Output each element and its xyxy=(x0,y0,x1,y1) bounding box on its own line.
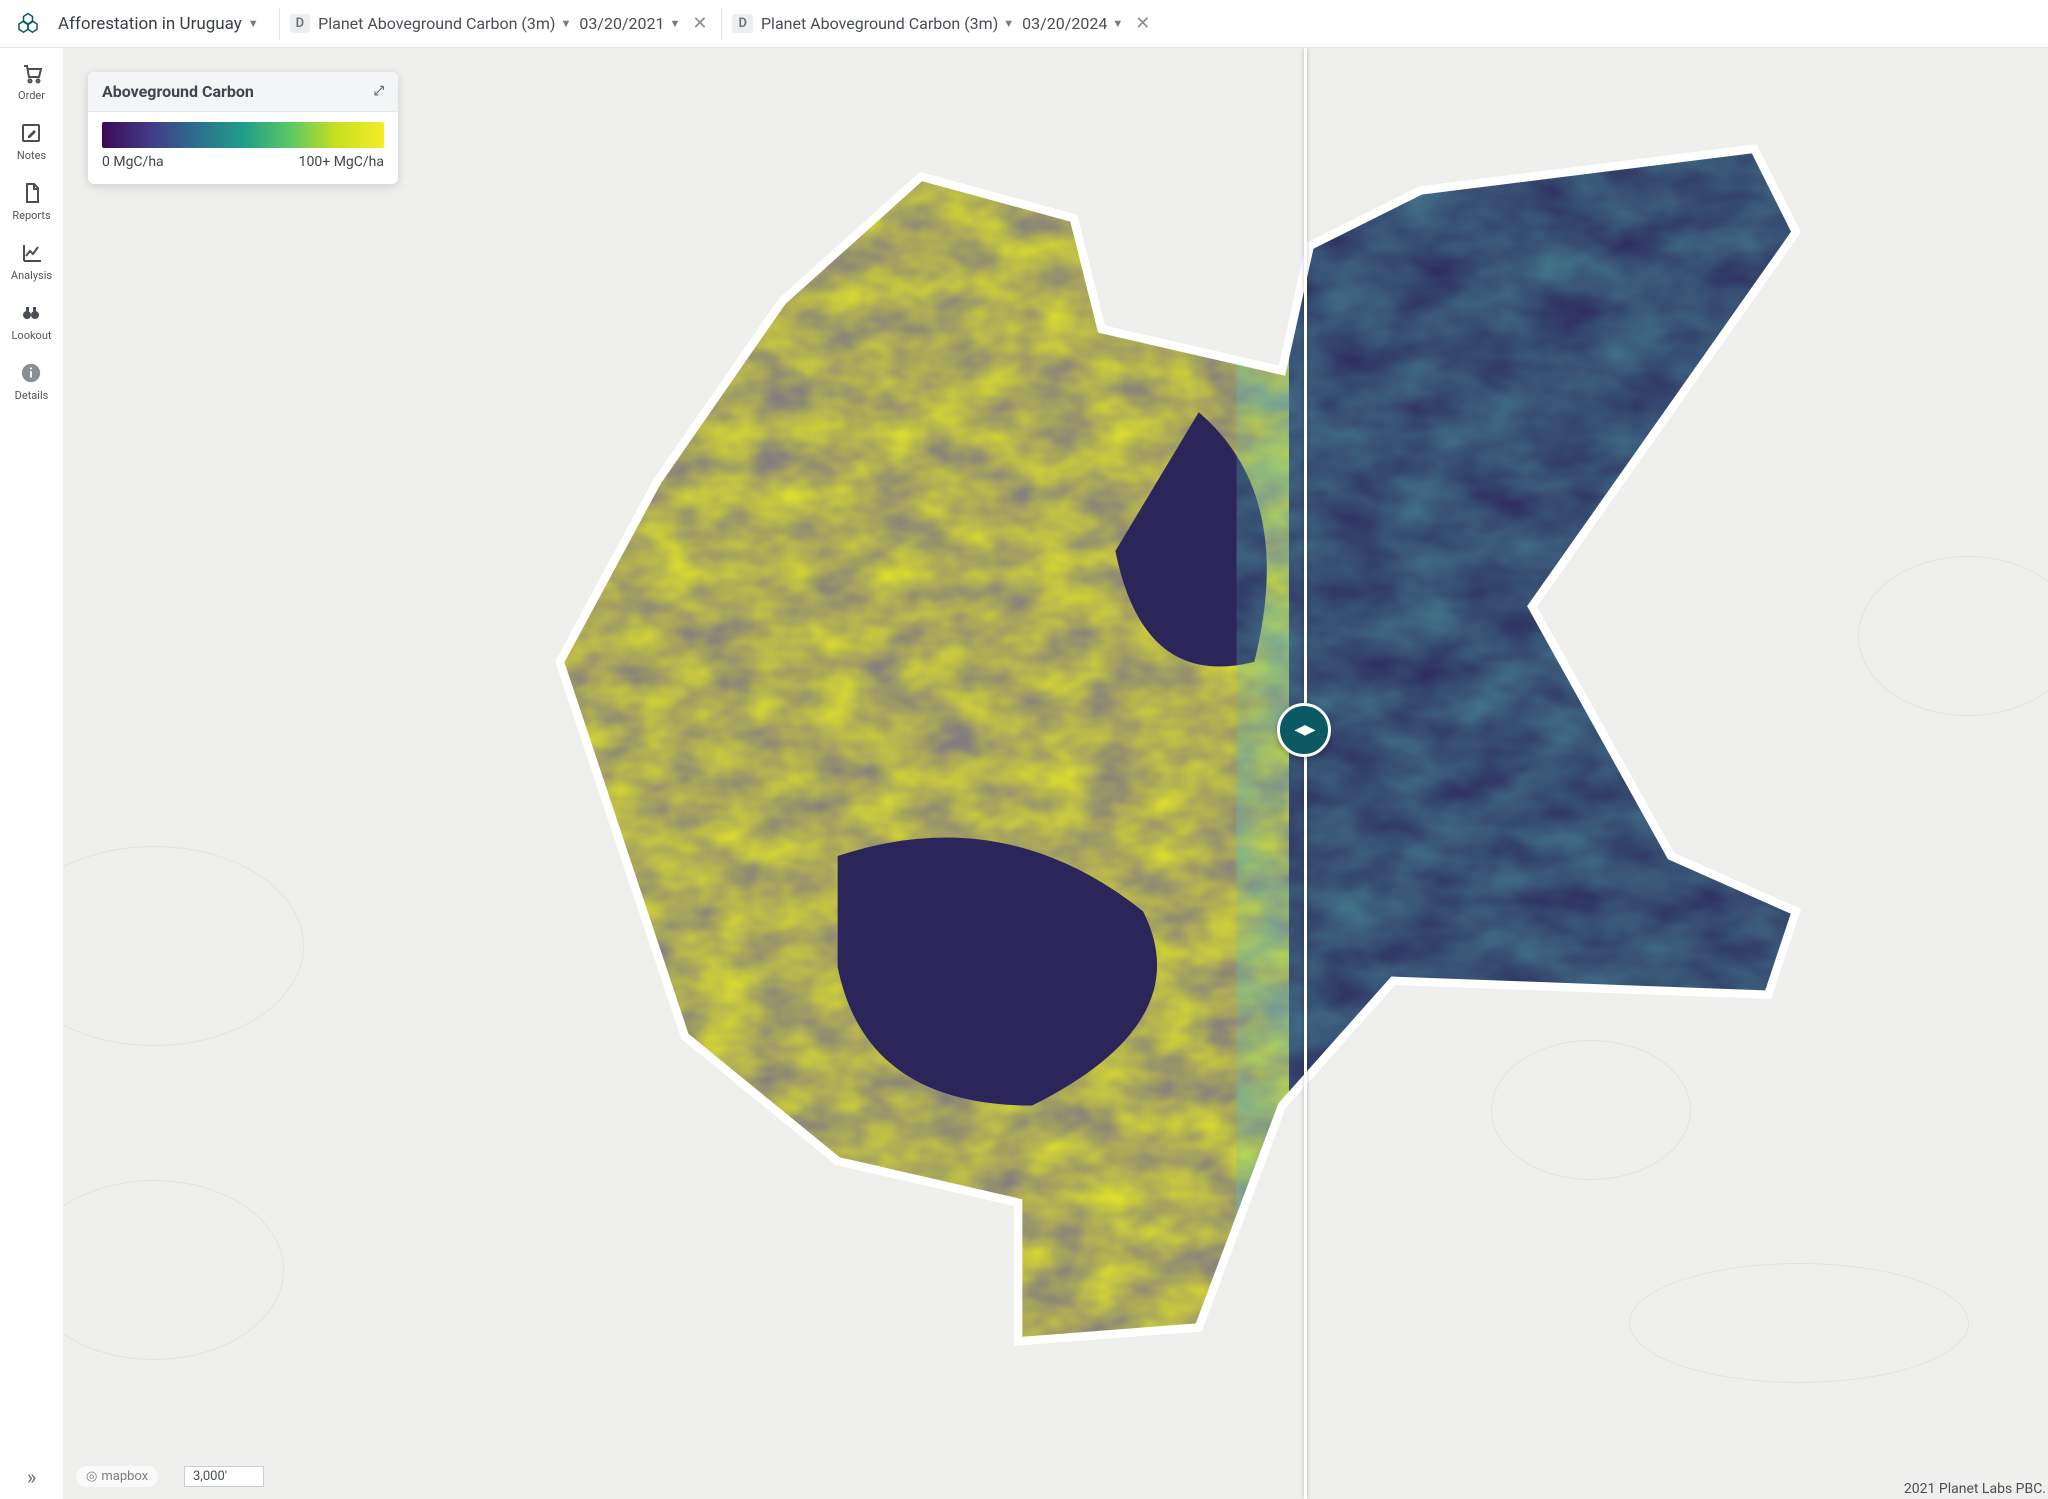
sidebar-item-label: Lookout xyxy=(12,329,52,342)
compare-slot-left: D Planet Aboveground Carbon (3m) ▼ 03/20… xyxy=(290,13,712,34)
compare-split-handle[interactable]: ◀ ▶ xyxy=(1277,703,1331,757)
legend-title: Aboveground Carbon xyxy=(102,82,254,101)
layer-dropdown-left[interactable]: Planet Aboveground Carbon (3m) ▼ xyxy=(318,14,571,33)
dataset-chip: D xyxy=(732,14,752,33)
legend-max-label: 100+ MgC/ha xyxy=(299,154,384,170)
sidebar-item-lookout[interactable]: Lookout xyxy=(12,300,52,342)
chevron-down-icon: ▼ xyxy=(248,17,259,30)
sidebar-item-order[interactable]: Order xyxy=(18,60,45,102)
binoculars-icon xyxy=(18,300,44,326)
divider xyxy=(279,8,280,40)
date-dropdown-left[interactable]: 03/20/2021 ▼ xyxy=(579,14,680,33)
sidebar-item-details[interactable]: Details xyxy=(15,360,49,402)
expand-sidebar-button[interactable]: » xyxy=(17,1455,46,1499)
chevron-down-icon: ▼ xyxy=(670,17,681,30)
main-area: Order Notes Reports Analysis Lookout xyxy=(0,48,2048,1499)
map-provider-badge[interactable]: ◎ mapbox xyxy=(76,1466,158,1487)
cart-icon xyxy=(19,60,45,86)
planet-logo-icon[interactable] xyxy=(8,4,48,44)
date-label: 03/20/2024 xyxy=(1022,14,1107,33)
aoi-overlay xyxy=(421,135,1810,1383)
close-icon[interactable]: ✕ xyxy=(688,13,711,34)
sidebar-item-analysis[interactable]: Analysis xyxy=(11,240,52,282)
map-attribution: 2021 Planet Labs PBC. xyxy=(1904,1481,2046,1497)
scale-label: 3,000' xyxy=(193,1469,227,1484)
sidebar: Order Notes Reports Analysis Lookout xyxy=(0,48,64,1499)
sidebar-item-label: Analysis xyxy=(11,269,52,282)
sidebar-item-label: Order xyxy=(18,89,45,102)
document-icon xyxy=(19,180,45,206)
chevron-double-right-icon: » xyxy=(27,1465,36,1489)
layer-name-label: Planet Aboveground Carbon (3m) xyxy=(318,14,555,33)
sidebar-item-label: Reports xyxy=(12,209,50,222)
sidebar-item-notes[interactable]: Notes xyxy=(17,120,46,162)
sidebar-item-label: Notes xyxy=(17,149,46,162)
map-provider-label: mapbox xyxy=(101,1469,148,1484)
layer-name-label: Planet Aboveground Carbon (3m) xyxy=(761,14,998,33)
chevron-down-icon: ▼ xyxy=(560,17,571,30)
map-canvas[interactable]: ◀ ▶ Aboveground Carbon ⤢ 0 MgC/ha 100+ M… xyxy=(64,48,2048,1499)
drag-horizontal-icon: ◀ ▶ xyxy=(1294,722,1313,738)
info-icon xyxy=(18,360,44,386)
pencil-square-icon xyxy=(18,120,44,146)
project-dropdown[interactable]: Afforestation in Uruguay ▼ xyxy=(48,10,269,38)
map-scale-bar: 3,000' xyxy=(184,1466,264,1487)
legend-min-label: 0 MgC/ha xyxy=(102,154,164,170)
close-icon[interactable]: ✕ xyxy=(1131,13,1154,34)
sidebar-item-reports[interactable]: Reports xyxy=(12,180,50,222)
divider xyxy=(721,8,722,40)
legend-panel: Aboveground Carbon ⤢ 0 MgC/ha 100+ MgC/h… xyxy=(88,72,398,184)
dataset-chip: D xyxy=(290,14,310,33)
legend-gradient-bar xyxy=(102,122,384,148)
project-title: Afforestation in Uruguay xyxy=(58,14,242,34)
date-label: 03/20/2021 xyxy=(579,14,664,33)
chevron-down-icon: ▼ xyxy=(1112,17,1123,30)
chevron-down-icon: ▼ xyxy=(1003,17,1014,30)
top-bar: Afforestation in Uruguay ▼ D Planet Abov… xyxy=(0,0,2048,48)
layer-dropdown-right[interactable]: Planet Aboveground Carbon (3m) ▼ xyxy=(761,14,1014,33)
line-chart-icon xyxy=(19,240,45,266)
collapse-icon[interactable]: ⤢ xyxy=(374,84,384,99)
date-dropdown-right[interactable]: 03/20/2024 ▼ xyxy=(1022,14,1123,33)
sidebar-item-label: Details xyxy=(15,389,49,402)
compare-slot-right: D Planet Aboveground Carbon (3m) ▼ 03/20… xyxy=(732,13,1154,34)
compare-split-line xyxy=(1304,48,1307,1499)
mapbox-logo-icon: ◎ xyxy=(86,1469,97,1484)
